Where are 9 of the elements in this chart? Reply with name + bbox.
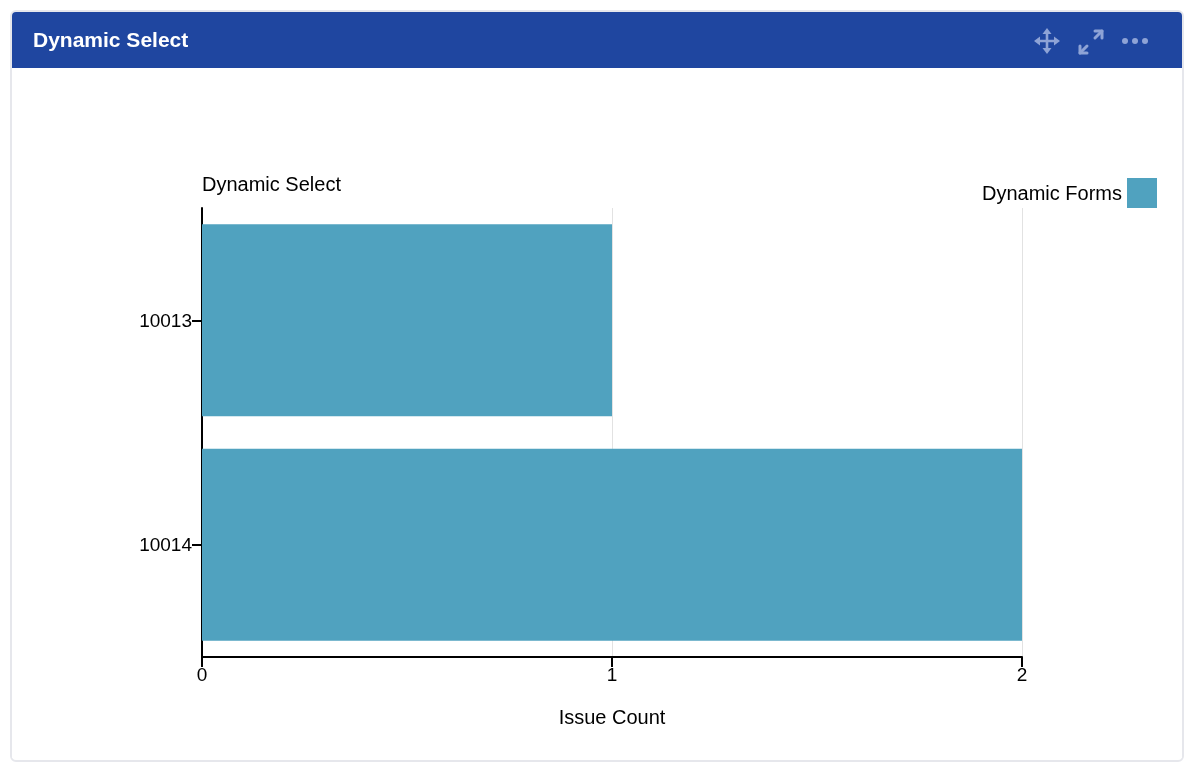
- chart-title: Dynamic Select: [33, 28, 189, 52]
- legend-label: Dynamic Forms: [981, 182, 1122, 204]
- y-tick-label: 10014: [139, 534, 193, 556]
- y-axis-title: Dynamic Select: [202, 173, 342, 195]
- y-tick-label: 10013: [139, 309, 192, 331]
- x-axis-title: Issue Count: [558, 706, 666, 728]
- x-tick-label: 1: [606, 664, 618, 685]
- x-tick-label: 0: [196, 664, 208, 685]
- x-tick-label: 2: [1016, 664, 1028, 685]
